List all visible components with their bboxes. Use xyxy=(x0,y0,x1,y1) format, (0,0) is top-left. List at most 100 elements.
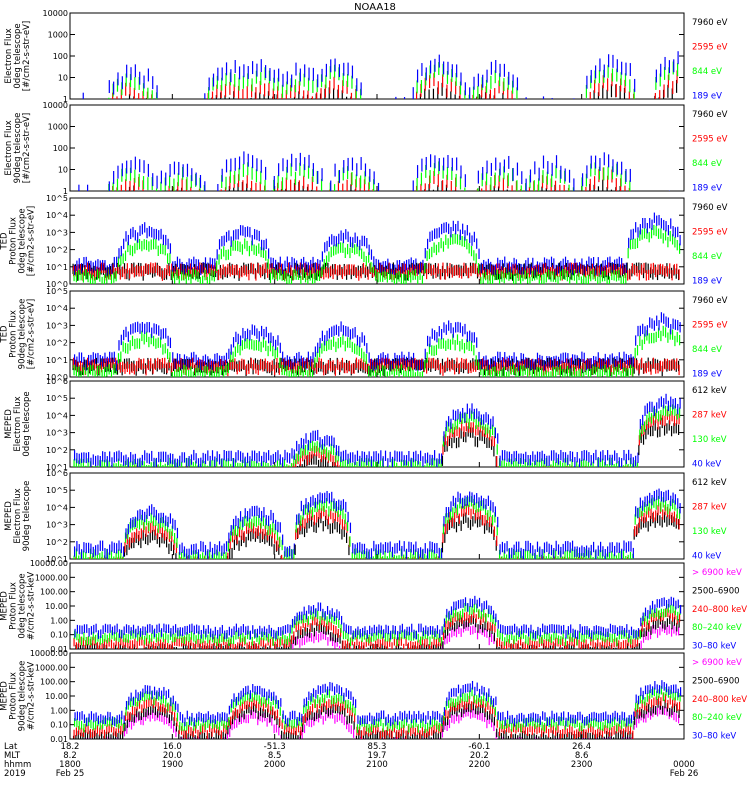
legend-entry: 2595 eV xyxy=(692,321,728,331)
y-tick-label: 10^6 xyxy=(46,377,68,386)
data-series xyxy=(73,393,681,467)
y-tick-label: 10^0 xyxy=(46,280,68,289)
y-tick-label: 10^1 xyxy=(46,555,68,564)
y-axis-label-line: 90deg telescope xyxy=(13,113,23,184)
y-axis-label-line: Electron Flux xyxy=(13,396,23,451)
legend-entry: 2595 eV xyxy=(692,135,728,145)
plot-frame xyxy=(69,104,685,192)
y-tick-label: 10^1 xyxy=(46,263,68,272)
legend-entry: 612 keV xyxy=(692,478,727,488)
legend-entry: 7960 eV xyxy=(692,203,728,213)
chart-title: NOAA18 xyxy=(354,2,396,13)
legend-entry: 612 keV xyxy=(692,386,727,396)
legend-entry: 844 eV xyxy=(692,67,722,77)
legend-entry: 189 eV xyxy=(692,184,722,194)
y-tick-label: 10^2 xyxy=(46,339,68,348)
legend-entry: 7960 eV xyxy=(692,296,728,306)
y-tick-label: 10^4 xyxy=(46,503,68,512)
y-tick-label: 10^3 xyxy=(46,521,68,530)
y-axis-label-line: [#/cm2-s-str-eV] xyxy=(22,21,32,91)
y-tick-label: 1000 xyxy=(48,123,68,132)
legend-entry: 40 keV xyxy=(692,552,721,562)
legend-entry: 287 keV xyxy=(692,503,727,513)
y-tick-label: 10000 xyxy=(43,9,68,18)
y-tick-label: 10^3 xyxy=(46,228,68,237)
plot-frame xyxy=(69,472,685,560)
y-axis-label-line: [#/cm2-s-str-eV] xyxy=(27,299,37,369)
y-tick-label: 10^0 xyxy=(46,373,68,382)
y-tick-label: 10 xyxy=(58,166,68,175)
legend-entry: 189 eV xyxy=(692,370,722,380)
legend-entry: 7960 eV xyxy=(692,18,728,28)
legend-entry: 844 eV xyxy=(692,345,722,355)
y-tick-label: 100 xyxy=(53,52,68,61)
y-axis-label-line: 0deg telescope xyxy=(13,23,23,88)
y-tick-label: 10^5 xyxy=(46,287,68,296)
y-tick-label: 10^4 xyxy=(46,211,68,220)
panel-2: 1 10 100 1000 10000 Electron Flux90deg telesc… xyxy=(4,101,728,196)
y-tick-label: 10^1 xyxy=(46,463,68,472)
plot-frame xyxy=(69,12,685,100)
data-series xyxy=(73,488,681,559)
y-axis-label-line: [#/cm2-s-str-eV] xyxy=(27,206,37,276)
legend-entry: 189 eV xyxy=(692,277,722,287)
legend-entry: 844 eV xyxy=(692,159,722,169)
panel-1: 1 10 100 1000 10000 Electron Flux0deg telesco… xyxy=(4,9,728,104)
y-tick-label: 10^6 xyxy=(46,469,68,478)
y-axis-label-line: 0deg telescope xyxy=(18,208,28,273)
legend-entry: 40 keV xyxy=(692,460,721,470)
y-axis-label-line: TED xyxy=(0,325,10,344)
y-tick-label: 1 xyxy=(63,187,68,196)
y-axis-label-line: Electron Flux xyxy=(13,488,23,543)
y-tick-label: 10 xyxy=(58,74,68,83)
y-tick-label: 1000 xyxy=(48,31,68,40)
y-tick-label: 10^4 xyxy=(46,304,68,313)
y-axis-label-line: MEPED xyxy=(4,501,14,531)
y-tick-label: 100 xyxy=(53,144,68,153)
y-tick-label: 10^3 xyxy=(46,429,68,438)
y-axis-label: Electron Flux0deg telescope[#/cm2-s-str-… xyxy=(4,21,32,91)
y-axis-label-line: Electron Flux xyxy=(4,28,14,83)
legend-entry: 189 eV xyxy=(692,92,722,102)
y-tick-label: 10^5 xyxy=(46,486,68,495)
y-tick-label: 10^3 xyxy=(46,321,68,330)
y-axis-label-line: TED xyxy=(0,232,10,251)
y-tick-label: 10^5 xyxy=(46,194,68,203)
plot-frame xyxy=(69,380,685,468)
data-series xyxy=(72,312,681,377)
data-series xyxy=(82,51,679,99)
data-series xyxy=(72,212,681,284)
y-axis-label-line: 90deg telescope xyxy=(18,299,28,370)
y-axis-label-line: MEPED xyxy=(4,409,14,439)
y-axis-label: MEPEDElectron Flux0deg telescope xyxy=(4,391,32,456)
panel-4: 10^0 10^1 10^2 10^3 10^4 10^5 TEDProton Flux90… xyxy=(0,287,728,382)
legend-entry: 2595 eV xyxy=(692,43,728,53)
legend-entry: 844 eV xyxy=(692,252,722,262)
y-axis-label-line: Proton Flux xyxy=(9,217,19,265)
y-tick-label: 10^4 xyxy=(46,411,68,420)
legend-entry: 7960 eV xyxy=(692,110,728,120)
panel-5: 10^1 10^2 10^3 10^4 10^5 10^6 MEPEDElectron Fl… xyxy=(4,377,727,472)
y-tick-label: 10^2 xyxy=(46,246,68,255)
y-axis-label-line: Proton Flux xyxy=(9,310,19,358)
data-series xyxy=(78,151,671,191)
legend-entry: 2595 eV xyxy=(692,228,728,238)
legend-entry: 130 keV xyxy=(692,527,727,537)
y-tick-label: 10^5 xyxy=(46,394,68,403)
panel-6: 10^1 10^2 10^3 10^4 10^5 10^6 MEPEDElectron Fl… xyxy=(4,469,727,564)
y-axis-label-line: 90deg telescope xyxy=(22,481,32,552)
legend-entry: 130 keV xyxy=(692,435,727,445)
y-axis-label: MEPEDElectron Flux90deg telescope xyxy=(4,481,32,552)
y-axis-label-line: [#/cm2-s-str-eV] xyxy=(22,113,32,183)
y-axis-label: Electron Flux90deg telescope[#/cm2-s-str… xyxy=(4,113,32,184)
y-axis-label-line: 0deg telescope xyxy=(22,391,32,456)
y-tick-label: 10000 xyxy=(43,101,68,110)
y-tick-label: 10^1 xyxy=(46,356,68,365)
y-axis-label: TEDProton Flux0deg telescope[#/cm2-s-str… xyxy=(0,206,37,276)
panel-3: 10^0 10^1 10^2 10^3 10^4 10^5 TEDProton Flux0d… xyxy=(0,194,728,289)
y-axis-label-line: Electron Flux xyxy=(4,120,14,175)
y-tick-label: 10^2 xyxy=(46,538,68,547)
y-tick-label: 10^2 xyxy=(46,446,68,455)
